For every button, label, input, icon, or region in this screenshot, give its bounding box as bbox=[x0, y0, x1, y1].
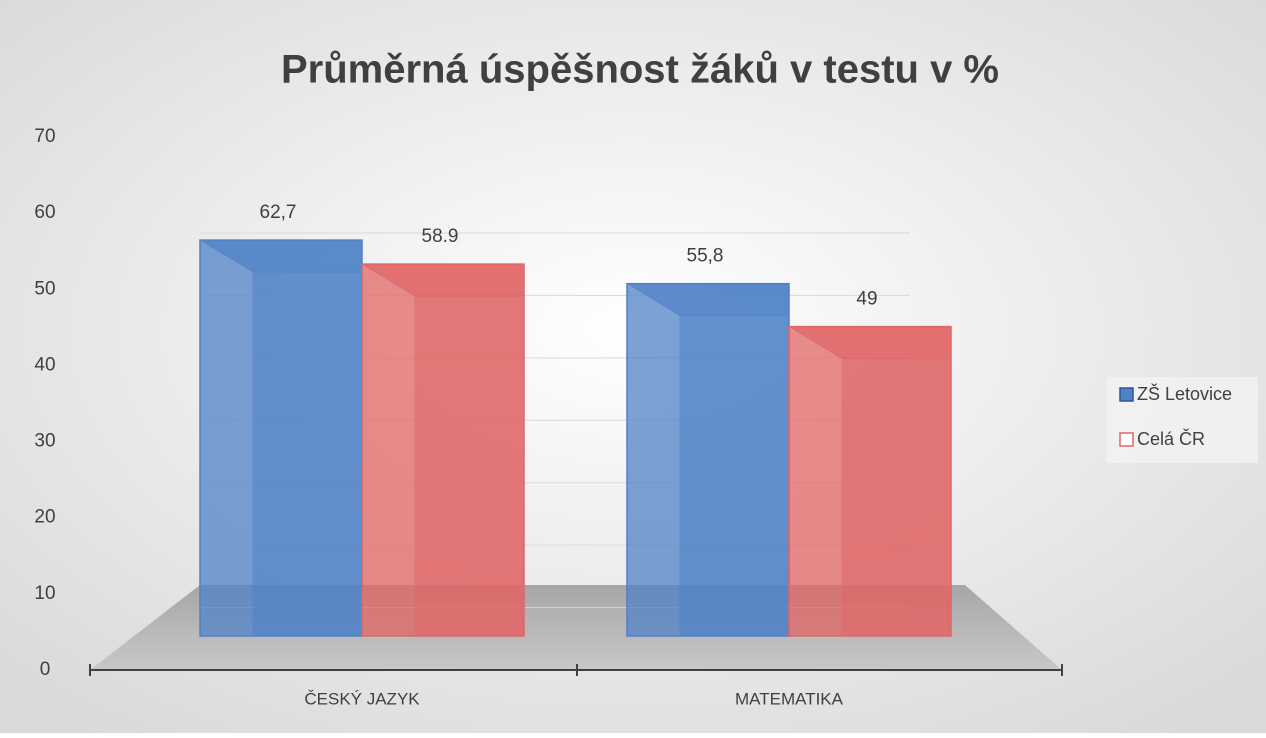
bar bbox=[788, 325, 952, 637]
y-tick-label: 70 bbox=[34, 126, 55, 147]
data-label: 49 bbox=[856, 289, 877, 310]
y-tick-label: 10 bbox=[34, 583, 55, 604]
chart-title: Průměrná úspěšnost žáků v testu v % bbox=[281, 48, 999, 92]
data-label: 58.9 bbox=[422, 226, 459, 247]
y-tick-label: 0 bbox=[40, 659, 51, 680]
bar bbox=[361, 263, 525, 637]
x-tick-label: MATEMATIKA bbox=[735, 689, 844, 708]
y-tick-label: 20 bbox=[34, 507, 55, 528]
y-tick-label: 40 bbox=[34, 354, 55, 375]
y-tick-label: 60 bbox=[34, 202, 55, 223]
data-label: 62,7 bbox=[260, 202, 297, 223]
legend-label: ZŠ Letovice bbox=[1137, 383, 1232, 404]
data-label: 55,8 bbox=[687, 246, 724, 267]
legend-label: Celá ČR bbox=[1137, 428, 1205, 449]
y-tick-label: 30 bbox=[34, 431, 55, 452]
x-tick-label: ČESKÝ JAZYK bbox=[304, 689, 420, 708]
legend-marker bbox=[1119, 432, 1134, 447]
y-tick-label: 50 bbox=[34, 278, 55, 299]
legend-marker bbox=[1119, 387, 1134, 402]
bar bbox=[199, 239, 363, 637]
bar bbox=[626, 282, 790, 637]
